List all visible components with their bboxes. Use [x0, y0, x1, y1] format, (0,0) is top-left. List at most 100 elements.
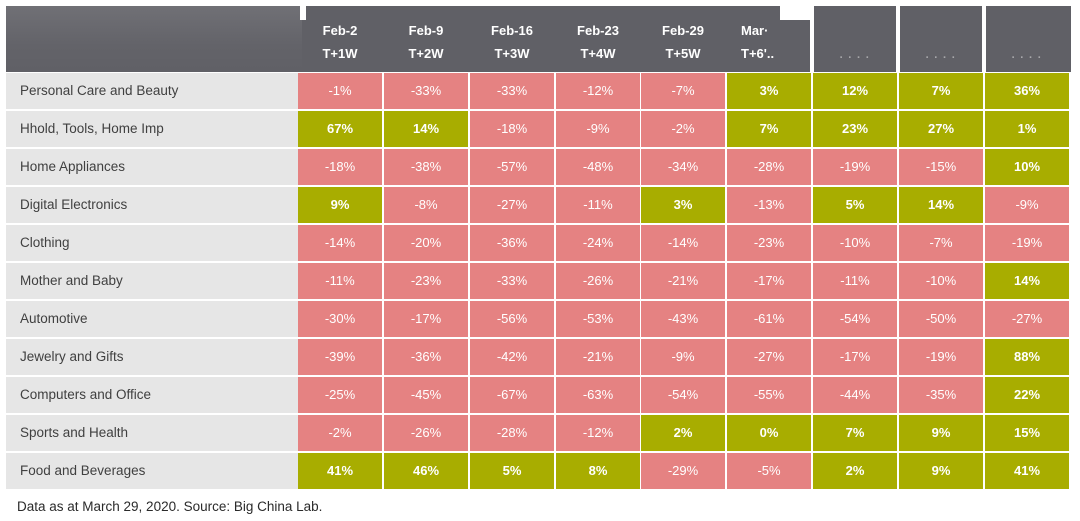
table-cell: 8% [556, 453, 640, 489]
table-cell: -2% [641, 111, 725, 147]
table-cell: -18% [470, 111, 554, 147]
column-header: Feb-9 T+2W [384, 6, 468, 72]
row-label: Food and Beverages [6, 453, 298, 489]
table-cell: -10% [899, 263, 983, 299]
column-header-date: Feb-29 [662, 23, 704, 38]
table-cell: 5% [813, 187, 897, 223]
table-cell: 1% [985, 111, 1069, 147]
table-cell: -44% [813, 377, 897, 413]
table-row: Clothing -14% -20% -36% -24% -14% -23% -10% -7% -… [6, 225, 1071, 261]
table-cell: -17% [727, 263, 811, 299]
row-label: Automotive [6, 301, 298, 337]
table-cell: -63% [556, 377, 640, 413]
table-cell: 23% [813, 111, 897, 147]
table-cell: -39% [298, 339, 382, 375]
table-cell: -14% [298, 225, 382, 261]
table-cell: -18% [298, 149, 382, 185]
table-cell: 7% [813, 415, 897, 451]
table-cell: -5% [727, 453, 811, 489]
row-label: Personal Care and Beauty [6, 73, 298, 109]
column-header-week: T+5W [665, 46, 701, 61]
column-header: · · · · [813, 6, 897, 72]
table-cell: 3% [727, 73, 811, 109]
table-cell: -57% [470, 149, 554, 185]
table-cell: -53% [556, 301, 640, 337]
table-cell: -27% [985, 301, 1069, 337]
table-cell: -23% [384, 263, 468, 299]
table-cell: -20% [384, 225, 468, 261]
table-cell: -28% [727, 149, 811, 185]
table-cell: 41% [985, 453, 1069, 489]
table-cell: -45% [384, 377, 468, 413]
table-cell: -54% [813, 301, 897, 337]
table-cell: 2% [641, 415, 725, 451]
table-cell: -8% [384, 187, 468, 223]
table-cell: -29% [641, 453, 725, 489]
column-header-week: · · · · [925, 52, 957, 64]
table-cell: 7% [899, 73, 983, 109]
table-cell: -9% [556, 111, 640, 147]
column-header-week: T+3W [494, 46, 530, 61]
column-header-date: Mar· [741, 23, 769, 38]
table-row: Sports and Health -2% -26% -28% -12% 2% 0% 7% 9%… [6, 415, 1071, 451]
table-row: Food and Beverages 41% 46% 5% 8% -29% -5% 2% 9% 4… [6, 453, 1071, 489]
table-cell: -7% [641, 73, 725, 109]
table-cell: -9% [641, 339, 725, 375]
table-row: Jewelry and Gifts -39% -36% -42% -21% -9% -27%… [6, 339, 1071, 375]
column-header-date: Feb-9 [408, 23, 444, 38]
table-cell: -36% [470, 225, 554, 261]
table-cell: -12% [556, 415, 640, 451]
table-cell: -42% [470, 339, 554, 375]
header-artifact [982, 6, 986, 72]
column-header-week: · · · · [1011, 52, 1043, 64]
header-artifact [780, 6, 810, 20]
column-header-date: Feb-2 [322, 23, 358, 38]
table-cell: -15% [899, 149, 983, 185]
table-cell: -12% [556, 73, 640, 109]
table-cell: -54% [641, 377, 725, 413]
row-label: Mother and Baby [6, 263, 298, 299]
column-header: Feb-2 T+1W [298, 6, 382, 72]
table-cell: -2% [298, 415, 382, 451]
row-label: Home Appliances [6, 149, 298, 185]
table-cell: 14% [899, 187, 983, 223]
table-row: Home Appliances -18% -38% -57% -48% -34% -28% -… [6, 149, 1071, 185]
table-cell: -67% [470, 377, 554, 413]
row-label: Digital Electronics [6, 187, 298, 223]
table-cell: 0% [727, 415, 811, 451]
table-cell: -21% [556, 339, 640, 375]
table-cell: -9% [985, 187, 1069, 223]
table-cell: 2% [813, 453, 897, 489]
table-cell: 9% [899, 415, 983, 451]
table-row: Personal Care and Beauty -1% -33% -33% -12% -… [6, 73, 1071, 109]
table-cell: 41% [298, 453, 382, 489]
table-cell: -23% [727, 225, 811, 261]
table-cell: -11% [813, 263, 897, 299]
table-cell: -1% [298, 73, 382, 109]
table-cell: -27% [470, 187, 554, 223]
table-cell: -56% [470, 301, 554, 337]
table-cell: -7% [899, 225, 983, 261]
table-row: Mother and Baby -11% -23% -33% -26% -21% -17% -… [6, 263, 1071, 299]
column-header-week: T+1W [322, 46, 358, 61]
header-artifact [896, 6, 900, 72]
table-cell: -34% [641, 149, 725, 185]
column-header: · · · · [899, 6, 983, 72]
table-cell: -36% [384, 339, 468, 375]
column-header-date: Feb-23 [577, 23, 619, 38]
table-row: Automotive -30% -17% -56% -53% -43% -61% -54% -5… [6, 301, 1071, 337]
table-cell: -10% [813, 225, 897, 261]
table-cell: -33% [470, 73, 554, 109]
row-label: Clothing [6, 225, 298, 261]
table-cell: -19% [813, 149, 897, 185]
table-cell: -11% [298, 263, 382, 299]
column-header: Feb-29 T+5W [641, 6, 725, 72]
table-cell: 22% [985, 377, 1069, 413]
header-artifact [810, 6, 814, 72]
table-cell: -33% [384, 73, 468, 109]
column-header: Mar· T+6'.. [727, 6, 811, 72]
table-cell: 7% [727, 111, 811, 147]
table-cell: 9% [899, 453, 983, 489]
row-label: Computers and Office [6, 377, 298, 413]
table-cell: 12% [813, 73, 897, 109]
